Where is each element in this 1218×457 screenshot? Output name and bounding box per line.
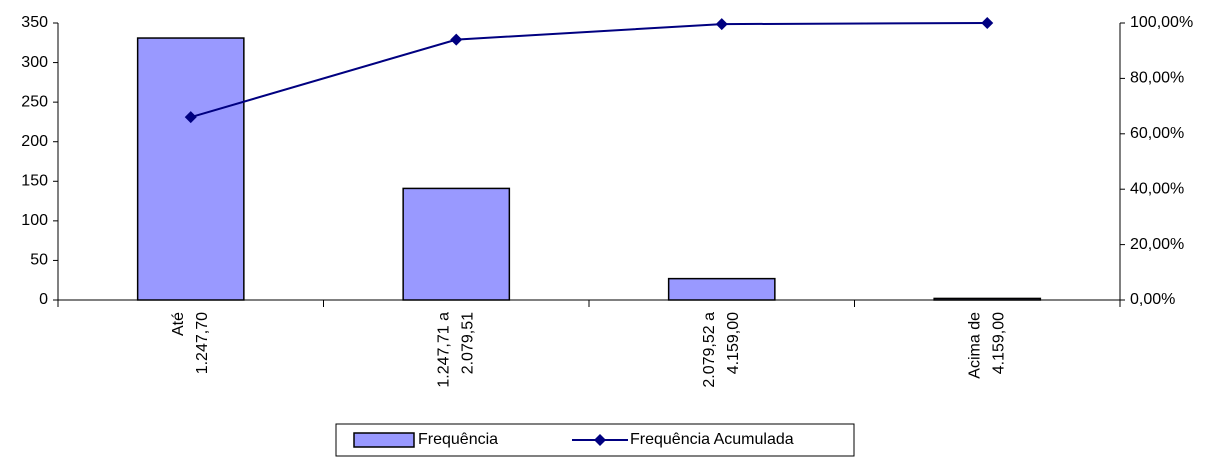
y2-tick-label: 20,00% — [1130, 236, 1184, 253]
legend-marker — [594, 434, 606, 446]
marker — [981, 17, 994, 29]
legend-swatch — [353, 432, 415, 448]
x-tick-label: 4.159,00 — [990, 312, 1007, 374]
bar — [933, 297, 1042, 301]
y-tick-label: 100 — [21, 212, 48, 229]
y2-tick-label: 100,00% — [1130, 14, 1193, 31]
bar — [667, 277, 776, 301]
x-tick-label: 1.247,70 — [194, 312, 211, 374]
x-tick-label: 4.159,00 — [725, 312, 742, 374]
y2-tick-label: 80,00% — [1130, 70, 1184, 87]
y-tick-label: 350 — [21, 14, 48, 31]
bar — [402, 187, 511, 301]
y2-tick-label: 60,00% — [1130, 125, 1184, 142]
y-tick-label: 300 — [21, 54, 48, 71]
bar — [136, 37, 245, 301]
y-tick-label: 50 — [30, 252, 48, 269]
line — [190, 22, 988, 119]
y2-tick-label: 0,00% — [1130, 291, 1175, 308]
x-tick-label: 2.079,52 a — [701, 312, 718, 388]
y-tick-label: 200 — [21, 133, 48, 150]
x-tick-label: Acima de — [966, 312, 983, 379]
x-tick-label: Até — [170, 312, 187, 336]
marker — [715, 18, 728, 31]
legend-label: Frequência — [418, 431, 498, 448]
y-tick-label: 0 — [39, 291, 48, 308]
y2-tick-label: 40,00% — [1130, 180, 1184, 197]
x-tick-label: 1.247,71 a — [435, 312, 452, 388]
marker — [184, 111, 197, 124]
x-tick-label: 2.079,51 — [459, 312, 476, 374]
legend-label: Frequência Acumulada — [630, 431, 794, 448]
y-tick-label: 150 — [21, 173, 48, 190]
marker — [450, 33, 463, 46]
y-tick-label: 250 — [21, 93, 48, 110]
